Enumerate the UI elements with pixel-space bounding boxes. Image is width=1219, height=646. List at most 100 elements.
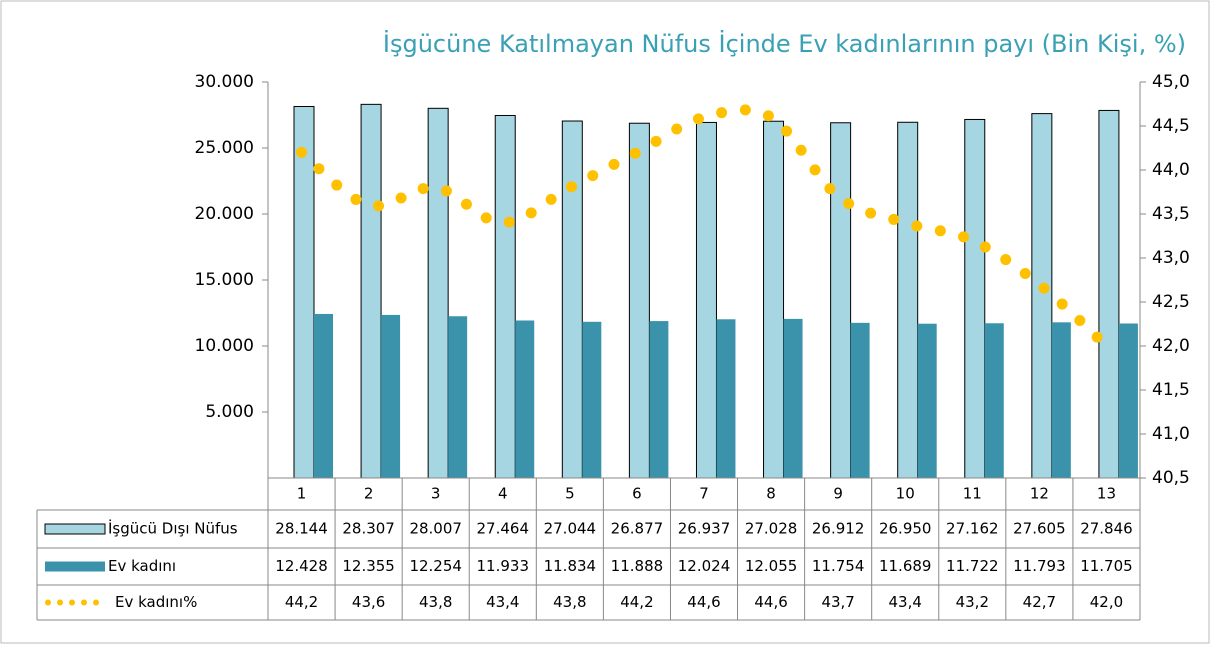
y2-tick-label: 44,5 (1152, 116, 1190, 136)
x-tick-label: 11 (963, 485, 982, 503)
x-tick-label: 2 (364, 485, 374, 503)
data-label: 12.254 (409, 557, 462, 575)
x-tick-label: 7 (699, 485, 709, 503)
data-label: 26.877 (611, 520, 664, 538)
data-label: 27.605 (1013, 520, 1066, 538)
y-tick-label: 10.000 (195, 336, 254, 356)
chart-title: İşgücüne Katılmayan Nüfus İçinde Ev kadı… (383, 29, 1186, 58)
bar (628, 122, 650, 479)
bar (360, 103, 382, 479)
legend-key (45, 561, 105, 572)
y2-tick-label: 43,0 (1152, 248, 1190, 268)
data-label: 27.464 (477, 520, 530, 538)
bar (917, 323, 937, 478)
legend-key (93, 599, 99, 606)
x-tick-label: 4 (498, 485, 508, 503)
bar (1118, 323, 1138, 478)
bar (515, 320, 535, 478)
y-tick-label: 15.000 (195, 270, 254, 290)
bar (1051, 322, 1071, 478)
data-label: 42,7 (1023, 593, 1056, 611)
data-label: 43,7 (821, 593, 854, 611)
bar (448, 316, 468, 478)
y2-tick-label: 44,0 (1152, 160, 1190, 180)
bar (830, 122, 852, 479)
legend-key (81, 599, 87, 606)
data-label: 12.355 (342, 557, 395, 575)
data-label: 27.846 (1080, 520, 1133, 538)
data-label: 11.689 (879, 557, 932, 575)
x-tick-label: 9 (833, 485, 843, 503)
y2-tick-label: 41,0 (1152, 424, 1190, 444)
data-label: 44,6 (687, 593, 720, 611)
bar (984, 323, 1004, 478)
legend-key (69, 599, 75, 606)
data-label: 11.933 (477, 557, 530, 575)
data-label: 11.705 (1080, 557, 1133, 575)
data-label: 11.754 (812, 557, 865, 575)
data-label: 27.162 (946, 520, 999, 538)
bar (649, 321, 669, 478)
x-tick-label: 1 (297, 485, 307, 503)
x-tick-label: 10 (896, 485, 915, 503)
y-tick-label: 30.000 (195, 72, 254, 92)
bar (381, 314, 401, 478)
bar (293, 105, 315, 479)
data-label: 26.950 (879, 520, 932, 538)
data-label: 44,2 (620, 593, 653, 611)
bar (716, 319, 736, 478)
data-label: 43,2 (956, 593, 989, 611)
bar (1098, 109, 1120, 479)
data-label: 27.044 (544, 520, 597, 538)
bar (561, 120, 583, 479)
bar (964, 118, 986, 479)
y-tick-label: 5.000 (205, 402, 254, 422)
legend-key (57, 599, 63, 606)
data-label: 11.722 (946, 557, 999, 575)
data-label: 43,6 (352, 593, 385, 611)
legend-key (44, 523, 106, 535)
y2-tick-label: 42,5 (1152, 292, 1190, 312)
y2-tick-label: 40,5 (1152, 468, 1190, 488)
data-label: 12.055 (745, 557, 798, 575)
data-label: 11.834 (544, 557, 597, 575)
data-label: 27.028 (745, 520, 798, 538)
legend-label: Ev kadını% (115, 593, 197, 611)
data-label: 11.793 (1013, 557, 1066, 575)
bar (783, 318, 803, 478)
data-label: 43,8 (419, 593, 452, 611)
legend-label: Ev kadını (108, 557, 176, 575)
data-label: 42,0 (1090, 593, 1123, 611)
data-label: 28.144 (275, 520, 328, 538)
data-label: 11.888 (611, 557, 664, 575)
bar (427, 107, 449, 479)
y2-tick-label: 45,0 (1152, 72, 1190, 92)
data-label: 43,4 (889, 593, 922, 611)
x-tick-label: 3 (431, 485, 441, 503)
data-label: 44,6 (754, 593, 787, 611)
bar (494, 114, 516, 479)
data-label: 28.307 (342, 520, 395, 538)
data-label: 43,8 (553, 593, 586, 611)
bar (897, 121, 919, 479)
bar (763, 120, 785, 479)
bar (582, 321, 602, 478)
y2-tick-label: 41,5 (1152, 380, 1190, 400)
y2-tick-label: 43,5 (1152, 204, 1190, 224)
x-tick-label: 8 (766, 485, 776, 503)
x-tick-label: 13 (1097, 485, 1116, 503)
y2-tick-label: 42,0 (1152, 336, 1190, 356)
data-label: 12.428 (275, 557, 328, 575)
data-label: 26.937 (678, 520, 731, 538)
bar (1031, 113, 1053, 479)
legend-key (45, 599, 51, 606)
bar (695, 121, 717, 479)
x-tick-label: 12 (1030, 485, 1049, 503)
data-label: 43,4 (486, 593, 519, 611)
y-tick-label: 20.000 (195, 204, 254, 224)
x-tick-label: 5 (565, 485, 575, 503)
data-label: 12.024 (678, 557, 731, 575)
x-tick-label: 6 (632, 485, 642, 503)
